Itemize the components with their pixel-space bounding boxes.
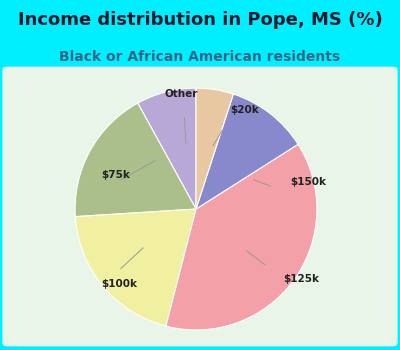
- Text: Income distribution in Pope, MS (%): Income distribution in Pope, MS (%): [18, 10, 382, 29]
- Text: $150k: $150k: [290, 177, 326, 188]
- Wedge shape: [196, 94, 298, 209]
- Text: $20k: $20k: [230, 105, 259, 115]
- Wedge shape: [166, 144, 317, 330]
- Wedge shape: [75, 103, 196, 217]
- Wedge shape: [138, 88, 196, 209]
- Wedge shape: [75, 209, 196, 326]
- Text: $75k: $75k: [102, 170, 130, 180]
- Text: $100k: $100k: [102, 279, 138, 289]
- Text: Black or African American residents: Black or African American residents: [60, 50, 340, 64]
- Text: Other: Other: [165, 89, 198, 99]
- Text: $125k: $125k: [283, 274, 319, 284]
- Wedge shape: [196, 88, 233, 209]
- FancyBboxPatch shape: [0, 64, 400, 349]
